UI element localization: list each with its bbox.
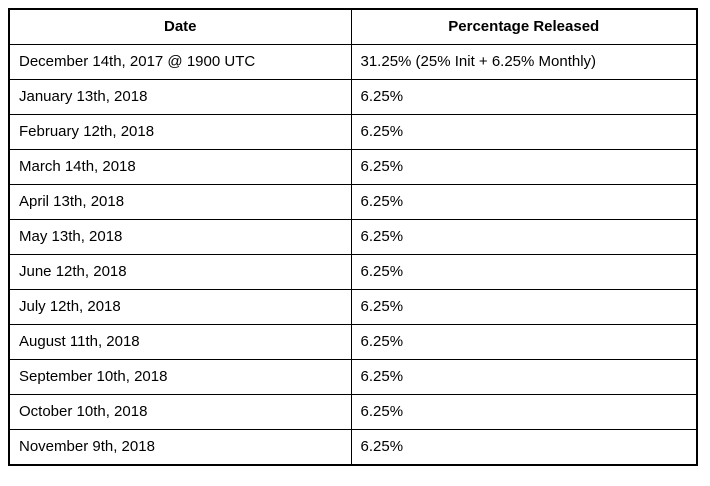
date-cell: February 12th, 2018 [8,114,352,150]
table-row: January 13th, 2018 6.25% [8,79,698,115]
date-cell: November 9th, 2018 [8,429,352,466]
table-row: December 14th, 2017 @ 1900 UTC 31.25% (2… [8,44,698,80]
percentage-cell: 6.25% [350,324,698,360]
date-cell: June 12th, 2018 [8,254,352,290]
date-cell: April 13th, 2018 [8,184,352,220]
percentage-cell: 6.25% [350,429,698,466]
percentage-cell: 6.25% [350,359,698,395]
table-header-row: Date Percentage Released [8,8,698,45]
table-row: February 12th, 2018 6.25% [8,114,698,150]
table-row: September 10th, 2018 6.25% [8,359,698,395]
column-header-date: Date [8,8,352,45]
date-cell: December 14th, 2017 @ 1900 UTC [8,44,352,80]
percentage-cell: 6.25% [350,394,698,430]
percentage-cell: 31.25% (25% Init + 6.25% Monthly) [350,44,698,80]
percentage-cell: 6.25% [350,79,698,115]
date-cell: March 14th, 2018 [8,149,352,185]
date-cell: September 10th, 2018 [8,359,352,395]
date-cell: January 13th, 2018 [8,79,352,115]
percentage-cell: 6.25% [350,289,698,325]
percentage-cell: 6.25% [350,149,698,185]
percentage-cell: 6.25% [350,219,698,255]
release-schedule-table: Date Percentage Released December 14th, … [8,8,698,466]
table-row: March 14th, 2018 6.25% [8,149,698,185]
percentage-cell: 6.25% [350,184,698,220]
table-row: July 12th, 2018 6.25% [8,289,698,325]
date-cell: July 12th, 2018 [8,289,352,325]
table-row: April 13th, 2018 6.25% [8,184,698,220]
table-row: November 9th, 2018 6.25% [8,429,698,466]
date-cell: May 13th, 2018 [8,219,352,255]
column-header-percentage: Percentage Released [350,8,698,45]
table-row: August 11th, 2018 6.25% [8,324,698,360]
date-cell: October 10th, 2018 [8,394,352,430]
table-row: June 12th, 2018 6.25% [8,254,698,290]
table-row: May 13th, 2018 6.25% [8,219,698,255]
date-cell: August 11th, 2018 [8,324,352,360]
table-row: October 10th, 2018 6.25% [8,394,698,430]
percentage-cell: 6.25% [350,254,698,290]
percentage-cell: 6.25% [350,114,698,150]
